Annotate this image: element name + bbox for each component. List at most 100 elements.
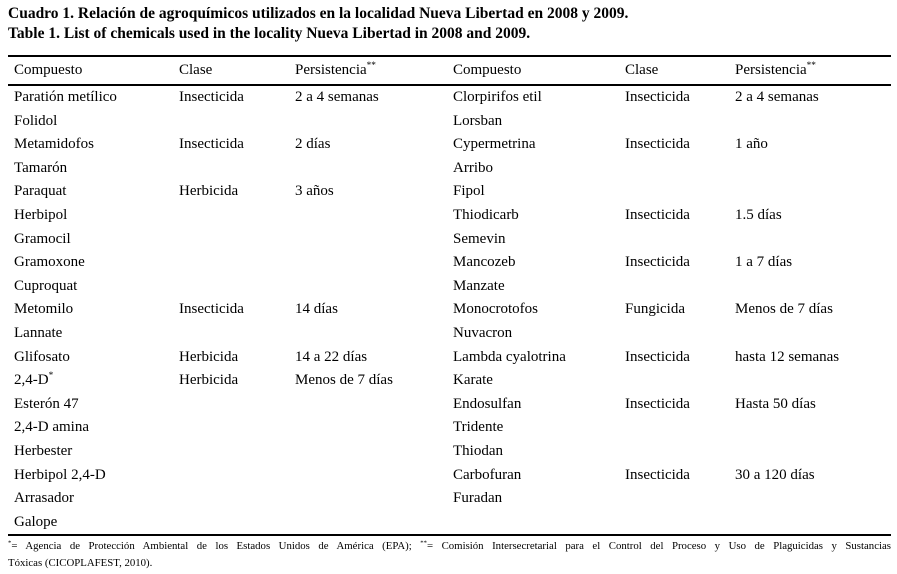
- table-cell: Tridente: [453, 419, 504, 436]
- table-row: Esterón 47 Endosulfan Insecticida Hasta 50 …: [8, 393, 891, 417]
- table-row: 2,4-D amina Tridente: [8, 416, 891, 440]
- table-cell: Insecticida: [625, 466, 690, 483]
- table-cell: [173, 416, 289, 440]
- column-header: Clase: [625, 62, 659, 78]
- table-cell: Metomilo: [14, 301, 74, 318]
- table-cell: Arrasador: [14, 490, 74, 507]
- column-header: Persistencia**: [295, 61, 376, 78]
- table-cell: 1.5 días: [735, 206, 782, 223]
- table-cell: [289, 157, 447, 181]
- table-cell: [729, 322, 891, 346]
- footnote-marker: **: [366, 61, 376, 71]
- table-cell: Tamarón: [14, 159, 68, 176]
- footnote-marker: **: [420, 539, 427, 547]
- table-cell: Lannate: [14, 324, 63, 341]
- table-cell: Fipol: [453, 183, 485, 200]
- table-cell: [289, 511, 447, 536]
- table-caption: Cuadro 1. Relación de agroquímicos utili…: [8, 4, 890, 44]
- table-cell: [619, 275, 729, 299]
- table-cell: Insecticida: [625, 206, 690, 223]
- table-cell: [173, 393, 289, 417]
- table-cell: Insecticida: [625, 89, 690, 105]
- table-header: Compuesto Clase Persistencia** Compuesto Cla…: [8, 56, 891, 85]
- table-cell: [619, 369, 729, 393]
- footnote-marker: *: [48, 371, 54, 382]
- table-cell: Insecticida: [179, 301, 244, 318]
- table-row: Herbipol 2,4-D Carbofuran Insecticida 30 a …: [8, 464, 891, 488]
- table-row: Paratión metílico Insecticida 2 a 4 semana…: [8, 85, 891, 110]
- table-row: Metamidofos Insecticida 2 días Cypermetrina…: [8, 133, 891, 157]
- table-cell: Herbicida: [179, 348, 239, 365]
- table-row: Glifosato Herbicida 14 a 22 días Lambda cya…: [8, 346, 891, 370]
- table-cell: Nuvacron: [453, 324, 513, 341]
- table-cell: Insecticida: [625, 348, 690, 365]
- table-cell: [619, 440, 729, 464]
- table-cell: [173, 228, 289, 252]
- table-cell: Endosulfan: [453, 395, 522, 412]
- table-cell: [729, 511, 891, 536]
- table-cell: [289, 228, 447, 252]
- table-cell: [289, 393, 447, 417]
- table-cell: Herbicida: [179, 372, 239, 389]
- table-cell: hasta 12 semanas: [735, 348, 840, 365]
- table-cell: [173, 440, 289, 464]
- column-header: Compuesto: [453, 62, 522, 78]
- table-cell: 2 a 4 semanas: [295, 89, 379, 105]
- table-row: Herbester Thiodan: [8, 440, 891, 464]
- table-cell: Paratión metílico: [14, 89, 117, 105]
- table-cell: [619, 157, 729, 181]
- table-cell: [729, 487, 891, 511]
- table-cell: 30 a 120 días: [735, 466, 815, 483]
- table-cell: Menos de 7 días: [735, 301, 833, 318]
- table-cell: [173, 464, 289, 488]
- table-cell: Furadan: [453, 490, 503, 507]
- table-cell: Manzate: [453, 277, 505, 294]
- table-cell: [729, 416, 891, 440]
- table-cell: [289, 110, 447, 134]
- table-cell: Lorsban: [453, 112, 503, 129]
- table-cell: [619, 180, 729, 204]
- column-header: Persistencia**: [735, 61, 816, 78]
- table-cell: [729, 228, 891, 252]
- table-cell: Folidol: [14, 112, 58, 129]
- table-cell: [173, 487, 289, 511]
- table-row: Paraquat Herbicida 3 años Fipol: [8, 180, 891, 204]
- table-header-row: Compuesto Clase Persistencia** Compuesto Cla…: [8, 56, 891, 85]
- table-cell: Clorpirifos etil: [453, 89, 542, 105]
- table-cell: [447, 511, 619, 536]
- table-row: Metomilo Insecticida 14 días Monocrotofos Fu…: [8, 298, 891, 322]
- table-cell: Galope: [14, 513, 58, 530]
- table-row: Galope: [8, 511, 891, 536]
- table-cell: Gramoxone: [14, 254, 85, 271]
- table-row: Gramoxone Mancozeb Insecticida 1 a 7 días: [8, 251, 891, 275]
- table-cell: [619, 228, 729, 252]
- table-cell: 1 a 7 días: [735, 254, 793, 271]
- footnote-line: Tóxicas (CICOPLAFEST, 2010).: [8, 556, 153, 569]
- table-cell: Menos de 7 días: [295, 372, 393, 389]
- table-cell: 14 días: [295, 301, 338, 318]
- table-cell: Monocrotofos: [453, 301, 538, 318]
- chemicals-table: Compuesto Clase Persistencia** Compuesto Cla…: [8, 55, 891, 537]
- table-cell: [289, 322, 447, 346]
- table-cell: Thiodicarb: [453, 206, 519, 223]
- table-cell: Glifosato: [14, 348, 70, 365]
- table-cell: 1 año: [735, 136, 768, 153]
- table-cell: [289, 416, 447, 440]
- table-cell: Insecticida: [179, 89, 244, 105]
- footnote-marker: **: [806, 61, 816, 71]
- table-row: Cuproquat Manzate: [8, 275, 891, 299]
- table-cell: Herbipol 2,4-D: [14, 466, 106, 483]
- table-cell: [729, 110, 891, 134]
- table-cell: [619, 416, 729, 440]
- table-cell: [619, 487, 729, 511]
- table-cell: Herbicida: [179, 183, 239, 200]
- table-cell: [289, 204, 447, 228]
- table-cell: 14 a 22 días: [295, 348, 368, 365]
- table-cell: [289, 487, 447, 511]
- table-cell: [289, 464, 447, 488]
- table-cell: Metamidofos: [14, 136, 94, 153]
- table-cell: Insecticida: [625, 254, 690, 271]
- table-cell: 2,4-D amina: [14, 419, 89, 436]
- table-cell: [619, 110, 729, 134]
